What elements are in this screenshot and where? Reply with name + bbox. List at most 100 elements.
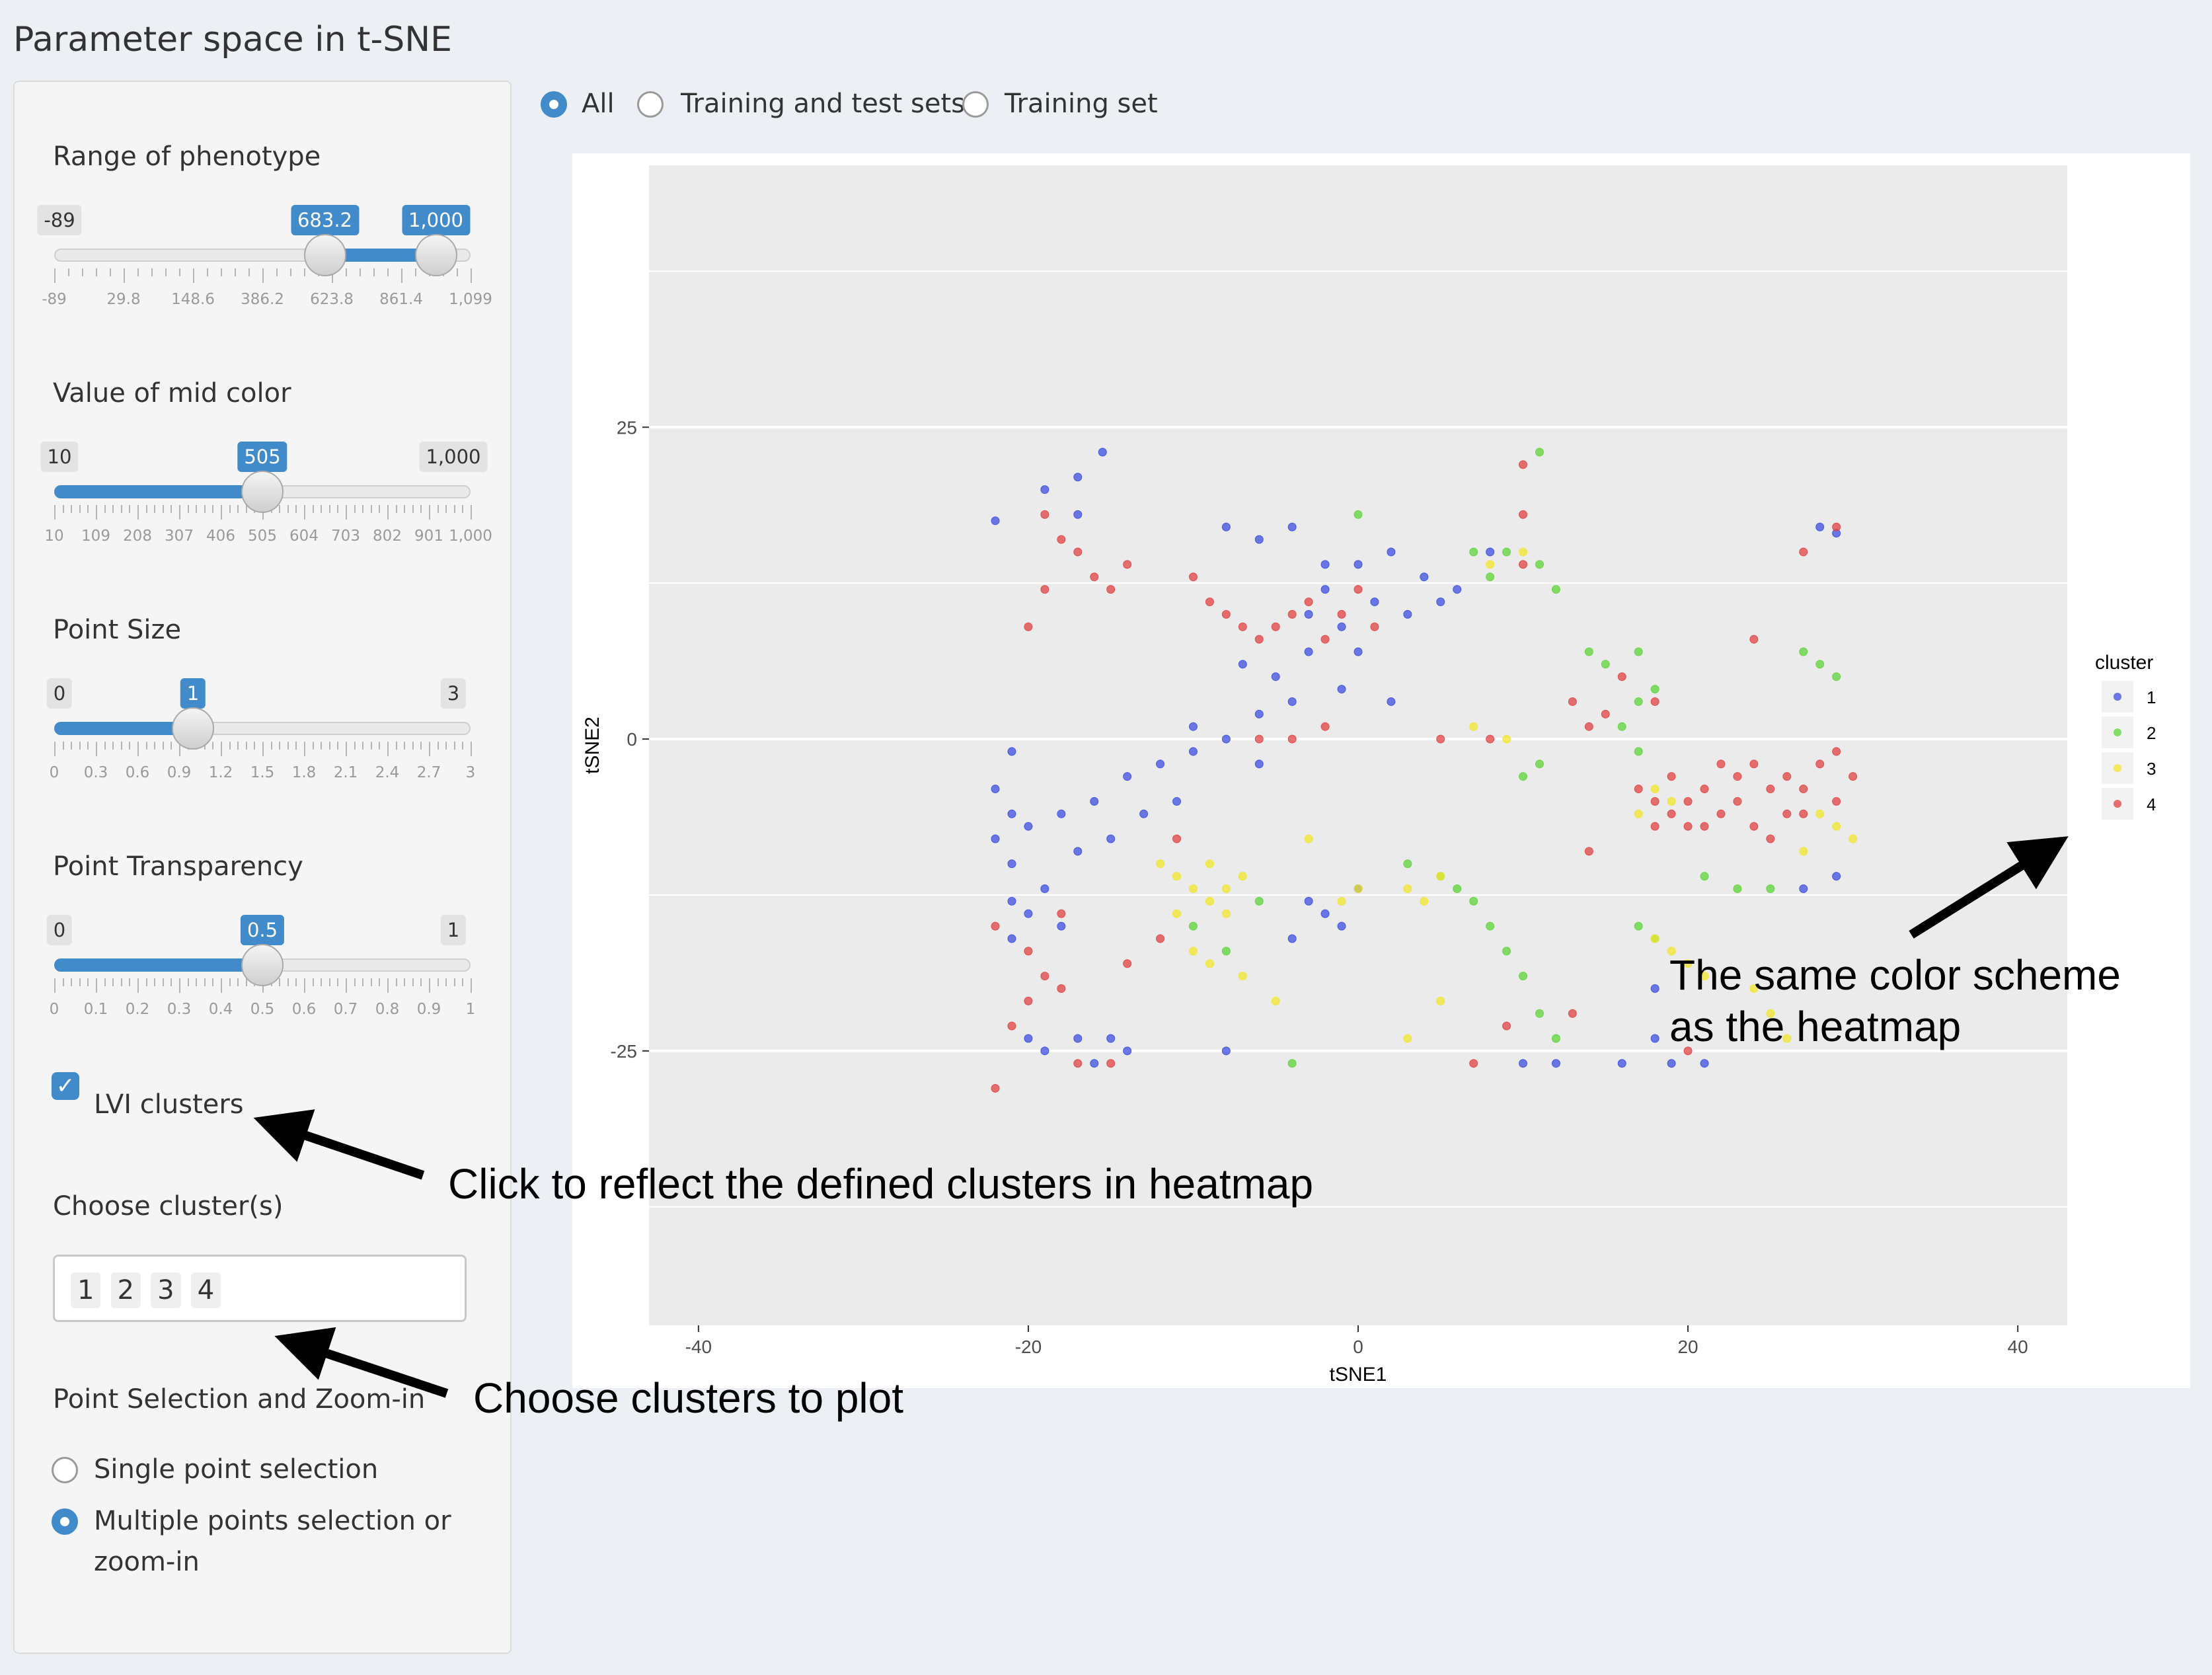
data-point-cluster-1 [1073,847,1083,856]
data-point-cluster-4 [1040,972,1049,981]
data-point-cluster-1 [1057,809,1066,818]
data-point-cluster-4 [1337,609,1346,619]
data-point-cluster-4 [1650,697,1659,706]
data-point-cluster-4 [1650,797,1659,806]
data-point-cluster-1 [1238,660,1247,669]
data-point-cluster-1 [1617,1059,1626,1068]
slider-tick-label: 0.3 [83,764,108,781]
data-point-cluster-1 [1188,722,1198,731]
data-point-cluster-4 [1815,760,1825,769]
slider-tick-label: 703 [331,527,360,545]
data-point-cluster-3 [1700,972,1709,981]
data-point-cluster-1 [1354,647,1363,656]
plot-panel: -40 -20 0 20 40 -25 0 25 tSNE1 tSNE2 cluster 1 2 3 4 [572,153,2190,1388]
data-point-cluster-2 [1815,660,1825,669]
point-size-slider[interactable]: 0 0.3 0.6 0.9 1.2 1.5 1.8 2.1 2.4 2.7 3 0 3 1 [40,678,476,810]
data-point-cluster-4 [1650,822,1659,831]
slider-label-phenotype-range: Range of phenotype [53,141,321,172]
cluster-select-input[interactable]: 1 2 3 4 [53,1255,467,1322]
data-point-cluster-4 [1205,597,1214,606]
cluster-chip[interactable]: 4 [190,1272,221,1308]
data-point-cluster-4 [1683,822,1693,831]
data-point-cluster-1 [1040,1046,1049,1056]
slider-tick-label: 10 [44,527,64,545]
data-point-cluster-3 [1799,847,1808,856]
data-point-cluster-3 [1436,996,1445,1005]
data-point-cluster-1 [1436,597,1445,606]
data-point-cluster-4 [1700,822,1709,831]
data-point-cluster-3 [1420,896,1429,906]
single-point-radio[interactable] [52,1457,78,1483]
legend-swatch [2114,764,2121,772]
data-point-cluster-1 [1304,609,1313,619]
data-point-cluster-1 [1007,747,1016,756]
x-tick-label: 40 [2008,1337,2028,1357]
data-point-cluster-2 [1832,672,1841,682]
data-point-cluster-2 [1634,697,1643,706]
tsne-scatter-plot[interactable]: -40 -20 0 20 40 -25 0 25 tSNE1 tSNE2 cluster 1 2 3 4 [572,153,2190,1388]
data-point-cluster-4 [1584,722,1593,731]
data-point-cluster-2 [1634,921,1643,931]
single-point-label: Single point selection [94,1454,379,1485]
radio-training-test[interactable] [637,91,664,118]
x-tick-label: -40 [685,1337,712,1357]
data-point-cluster-3 [1403,884,1412,894]
annotation-choose-clusters: Choose clusters to plot [473,1374,903,1422]
lvi-clusters-label: LVI clusters [94,1089,244,1120]
radio-all[interactable] [541,91,567,118]
slider-tick-label: 1.8 [291,764,317,781]
slider-handle[interactable] [241,944,284,986]
data-point-cluster-1 [1320,560,1330,569]
slider-tick-label: 0.6 [125,764,150,781]
slider-tick-label: 505 [248,527,277,545]
slider-tick-label: 3 [465,764,476,781]
data-point-cluster-1 [1304,647,1313,656]
data-point-cluster-1 [1387,547,1396,557]
data-point-cluster-1 [1287,697,1297,706]
data-point-cluster-1 [1337,622,1346,631]
data-point-cluster-2 [1354,510,1363,519]
data-point-cluster-1 [1519,1059,1528,1068]
mid-color-slider[interactable]: 10 109 208 307 406 505 604 703 802 901 1,000 10 1,00… [40,442,492,574]
data-point-cluster-2 [1799,647,1808,656]
slider-handle[interactable] [241,471,284,513]
slider-handle[interactable] [303,234,346,276]
phenotype-range-slider[interactable]: -89 29.8 148.6 386.2 623.8 861.4 1,099 -89 683.2… [37,205,492,337]
data-point-cluster-3 [1172,909,1182,918]
slider-handle[interactable] [414,234,457,276]
radio-training[interactable] [962,91,989,118]
slider-tick-label: 109 [81,527,110,545]
point-transparency-slider[interactable]: 0 0.1 0.2 0.3 0.4 0.5 0.6 0.7 0.8 0.9 1 0 1 0.5 [40,915,476,1047]
cluster-chip[interactable]: 2 [110,1272,141,1308]
page-title: Parameter space in t-SNE [13,20,452,59]
slider-value-bubble: 683.2 [290,205,360,235]
multiple-points-radio[interactable] [52,1508,78,1535]
data-point-cluster-4 [1634,785,1643,794]
slider-handle[interactable] [172,707,214,750]
data-point-cluster-2 [1650,685,1659,694]
data-point-cluster-1 [1320,909,1330,918]
data-point-cluster-4 [1221,609,1231,619]
data-point-cluster-1 [1221,1046,1231,1056]
cluster-chip[interactable]: 3 [151,1272,181,1308]
slider-tick-label: 0.9 [416,1001,441,1018]
slider-label-point-size: Point Size [53,615,182,645]
data-point-cluster-4 [1040,585,1049,594]
slider-tick-label: 0.8 [375,1001,400,1018]
point-selection-label: Point Selection and Zoom-in [53,1384,426,1415]
data-point-cluster-4 [1024,947,1033,956]
data-point-cluster-3 [1172,872,1182,881]
lvi-clusters-checkbox[interactable]: ✓ [52,1072,79,1100]
data-point-cluster-2 [1700,872,1709,881]
data-point-cluster-4 [1799,809,1808,818]
data-point-cluster-3 [1502,734,1511,744]
multiple-points-label-cont: zoom-in [94,1547,200,1577]
cluster-chip[interactable]: 1 [71,1272,101,1308]
data-point-cluster-1 [1007,859,1016,869]
slider-tick-label: 307 [165,527,194,545]
data-point-cluster-1 [1403,609,1412,619]
data-point-cluster-2 [1486,572,1495,582]
data-point-cluster-4 [1090,572,1099,582]
data-point-cluster-3 [1403,1034,1412,1043]
data-point-cluster-2 [1486,921,1495,931]
